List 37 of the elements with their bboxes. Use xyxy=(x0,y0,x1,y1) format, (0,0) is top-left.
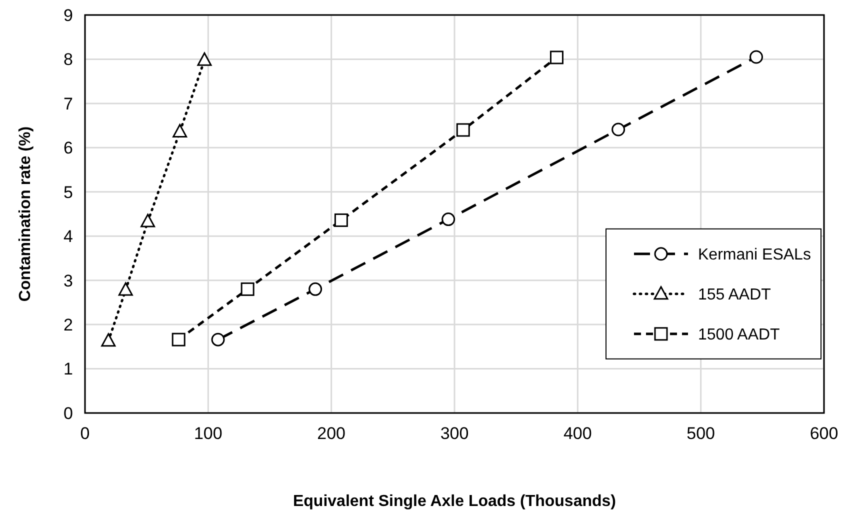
x-tick-label: 100 xyxy=(194,424,222,443)
point xyxy=(118,282,133,296)
y-tick-label: 2 xyxy=(64,316,73,335)
legend-label: 1500 AADT xyxy=(698,326,780,344)
x-tick-label: 600 xyxy=(810,424,838,443)
point xyxy=(750,50,764,64)
point xyxy=(197,52,212,66)
y-tick-label: 4 xyxy=(64,227,73,246)
y-tick-label: 9 xyxy=(64,6,73,25)
point xyxy=(550,50,564,64)
x-tick-label: 200 xyxy=(317,424,346,443)
point xyxy=(456,123,470,137)
point xyxy=(172,332,186,346)
point xyxy=(612,122,626,136)
x-tick-label: 400 xyxy=(563,424,592,443)
x-axis-title: Equivalent Single Axle Loads (Thousands) xyxy=(292,493,616,510)
y-tick-label: 5 xyxy=(64,182,73,202)
y-axis-title: Contamination rate (%) xyxy=(17,126,34,302)
point xyxy=(308,282,322,296)
x-tick-label: 0 xyxy=(80,424,90,443)
y-tick-label: 7 xyxy=(64,94,73,114)
point xyxy=(140,214,156,228)
point xyxy=(442,212,456,226)
y-tick-label: 6 xyxy=(64,138,73,158)
point xyxy=(172,124,188,138)
point xyxy=(101,333,116,347)
point xyxy=(334,213,348,227)
legend-label: Kermani ESALs xyxy=(698,246,811,264)
point xyxy=(211,332,225,346)
y-tick-label: 1 xyxy=(64,360,73,379)
y-tick-label: 8 xyxy=(64,50,73,70)
y-tick-label: 3 xyxy=(64,271,73,290)
point xyxy=(240,282,254,296)
x-tick-label: 500 xyxy=(686,424,716,443)
x-tick-label: 300 xyxy=(440,424,469,443)
y-tick-label: 0 xyxy=(64,404,73,423)
legend-label: 155 AADT xyxy=(698,286,772,304)
